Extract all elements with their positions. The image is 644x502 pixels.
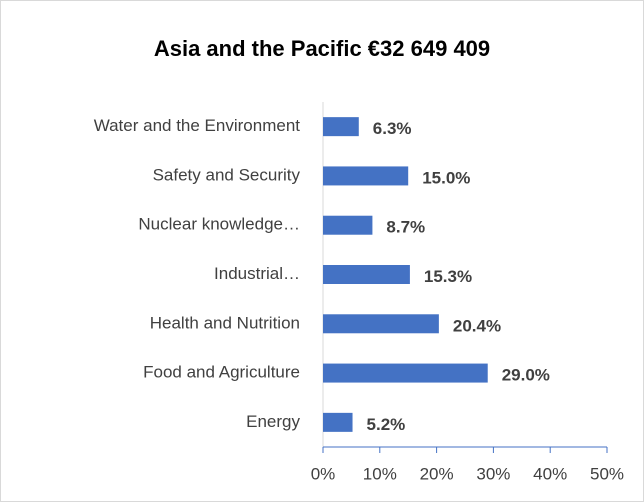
bar [323, 117, 359, 137]
x-tick-label: 50% [590, 464, 624, 483]
value-label: 8.7% [386, 218, 425, 237]
chart-title: Asia and the Pacific €32 649 409 [154, 36, 490, 61]
y-tick-label: Health and Nutrition [150, 313, 300, 332]
bar [323, 215, 373, 235]
value-label: 29.0% [502, 366, 550, 385]
y-tick-label: Food and Agriculture [143, 363, 300, 382]
value-label: 15.3% [424, 267, 472, 286]
x-tick-label: 30% [476, 464, 510, 483]
y-tick-label: Energy [246, 412, 300, 431]
bar [323, 265, 410, 284]
bar [323, 363, 488, 383]
bar [323, 412, 353, 432]
value-label: 15.0% [422, 168, 470, 187]
value-label: 20.4% [453, 316, 501, 335]
x-tick-label: 20% [420, 464, 454, 483]
x-tick-label: 10% [363, 464, 397, 483]
x-tick-label: 0% [311, 464, 336, 483]
value-label: 6.3% [373, 119, 412, 138]
bar [323, 314, 439, 334]
y-tick-label: Water and the Environment [94, 116, 301, 135]
y-tick-label: Industrial… [214, 264, 300, 283]
y-tick-label: Nuclear knowledge… [138, 215, 300, 234]
x-tick-label: 40% [533, 464, 567, 483]
value-label: 5.2% [367, 415, 406, 434]
y-tick-label: Safety and Security [153, 165, 301, 184]
bar [323, 166, 409, 186]
